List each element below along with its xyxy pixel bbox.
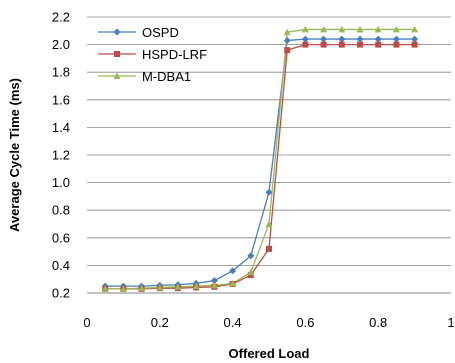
legend-label-m-dba1: M-DBA1 xyxy=(142,69,191,84)
data-point-ospd xyxy=(338,36,345,43)
x-axis-title: Offered Load xyxy=(229,346,310,361)
data-point-ospd xyxy=(320,36,327,43)
x-tick-label: 0.4 xyxy=(224,315,242,330)
data-point-hspd-lrf xyxy=(284,47,290,53)
y-tick-label: 0.6 xyxy=(52,230,70,245)
y-tick-label: 0.4 xyxy=(52,258,70,273)
x-tick-label: 0.8 xyxy=(369,315,387,330)
data-point-hspd-lrf xyxy=(302,42,308,48)
x-tick-label: 0 xyxy=(83,315,90,330)
data-point-hspd-lrf xyxy=(321,42,327,48)
x-tick-label: 0.2 xyxy=(151,315,169,330)
y-tick-label: 1.0 xyxy=(52,175,70,190)
legend-marker-ospd xyxy=(114,29,121,36)
y-tick-label: 2.2 xyxy=(52,10,70,25)
y-tick-label: 2.0 xyxy=(52,37,70,52)
y-tick-label: 0.8 xyxy=(52,203,70,218)
x-tick-labels: 0 0.2 0.4 0.6 0.8 1 xyxy=(83,315,454,330)
data-point-hspd-lrf xyxy=(393,42,399,48)
data-point-hspd-lrf xyxy=(412,42,418,48)
y-tick-label: 1.2 xyxy=(52,148,70,163)
data-point-ospd xyxy=(302,36,309,43)
y-tick-label: 0.2 xyxy=(52,286,70,301)
data-point-ospd xyxy=(357,36,364,43)
data-point-hspd-lrf xyxy=(266,246,272,252)
legend: OSPD HSPD-LRF M-DBA1 xyxy=(98,25,207,84)
legend-marker-hspd-lrf xyxy=(114,51,120,57)
legend-label-ospd: OSPD xyxy=(142,25,179,40)
y-tick-label: 1.4 xyxy=(52,120,70,135)
y-tick-label: 1.6 xyxy=(52,92,70,107)
data-point-hspd-lrf xyxy=(375,42,381,48)
series-markers xyxy=(102,26,418,292)
data-point-ospd xyxy=(284,37,291,44)
data-point-hspd-lrf xyxy=(357,42,363,48)
data-point-hspd-lrf xyxy=(339,42,345,48)
y-axis-title: Average Cycle Time (ms) xyxy=(7,78,22,232)
data-point-ospd xyxy=(375,36,382,43)
y-tick-label: 1.8 xyxy=(52,65,70,80)
legend-label-hspd-lrf: HSPD-LRF xyxy=(142,47,207,62)
x-tick-label: 1 xyxy=(447,315,454,330)
y-tick-labels: 0.2 0.4 0.6 0.8 1.0 1.2 1.4 1.6 1.8 2.0 2.2 xyxy=(52,10,70,301)
x-tick-label: 0.6 xyxy=(296,315,314,330)
data-point-ospd xyxy=(393,36,400,43)
data-point-ospd xyxy=(411,36,418,43)
